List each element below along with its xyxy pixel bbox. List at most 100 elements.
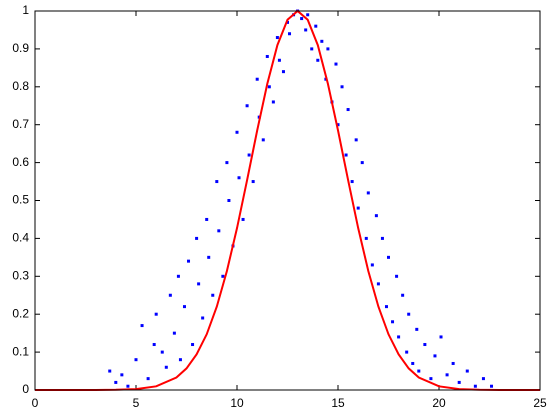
scatter-point xyxy=(401,293,405,297)
y-tick-label: 0.1 xyxy=(12,344,29,358)
scatter-point xyxy=(182,305,186,309)
scatter-point xyxy=(433,354,437,358)
scatter-point xyxy=(267,85,271,89)
scatter-point xyxy=(201,316,205,320)
scatter-point xyxy=(108,369,112,373)
scatter-point xyxy=(320,39,324,43)
scatter-point xyxy=(146,377,150,381)
scatter-point xyxy=(376,282,380,286)
y-tick-label: 0.3 xyxy=(12,268,29,282)
x-tick-label: 5 xyxy=(133,396,140,410)
scatter-point xyxy=(451,361,455,365)
scatter-point xyxy=(300,17,304,21)
y-tick-label: 0.5 xyxy=(12,193,29,207)
scatter-point xyxy=(197,282,201,286)
scatter-point xyxy=(411,361,415,365)
scatter-point xyxy=(465,369,469,373)
scatter-point xyxy=(160,350,164,354)
scatter-point xyxy=(370,263,374,267)
scatter-point xyxy=(217,229,221,233)
scatter-point xyxy=(344,153,348,157)
scatter-point xyxy=(154,312,158,316)
scatter-point xyxy=(457,380,461,384)
scatter-point xyxy=(356,206,360,210)
y-tick-label: 1 xyxy=(22,3,29,17)
scatter-point xyxy=(215,180,219,184)
scatter-point xyxy=(306,13,310,17)
scatter-point xyxy=(288,32,292,36)
scatter-point xyxy=(391,320,395,324)
scatter-point xyxy=(114,380,118,384)
curve xyxy=(35,9,540,391)
scatter-point xyxy=(417,369,421,373)
scatter-point xyxy=(178,358,182,362)
scatter-point xyxy=(310,47,314,51)
x-tick-label: 25 xyxy=(533,396,547,410)
plot-area xyxy=(35,11,540,390)
scatter-point xyxy=(380,236,384,240)
scatter-point xyxy=(255,77,259,81)
scatter-point xyxy=(261,138,265,142)
scatter-point xyxy=(225,161,229,165)
scatter-point xyxy=(346,108,350,112)
scatter-point xyxy=(245,104,249,108)
scatter-point xyxy=(265,54,269,58)
scatter-point xyxy=(360,161,364,165)
scatter-point xyxy=(445,373,449,377)
scatter-point xyxy=(152,343,156,347)
scatter-point xyxy=(187,259,191,263)
scatter-point xyxy=(275,36,279,40)
scatter-point xyxy=(334,62,338,66)
scatter-point xyxy=(281,70,285,74)
y-tick-label: 0.8 xyxy=(12,79,29,93)
x-tick-label: 15 xyxy=(331,396,345,410)
x-tick-label: 10 xyxy=(230,396,244,410)
scatter-point xyxy=(247,153,251,157)
scatter-point xyxy=(366,191,370,195)
axes-box xyxy=(34,10,541,391)
scatter-point xyxy=(316,58,320,62)
scatter-point xyxy=(140,324,144,328)
scatter-point xyxy=(126,384,130,388)
y-tick-label: 0.6 xyxy=(12,155,29,169)
scatter-point xyxy=(374,214,378,218)
scatter-point xyxy=(397,335,401,339)
scatter-point xyxy=(172,331,176,335)
scatter-point xyxy=(350,180,354,184)
scatter-point xyxy=(134,358,138,362)
scatter-point xyxy=(354,138,358,142)
scatter-point xyxy=(191,343,195,347)
scatter-point xyxy=(271,100,275,104)
y-tick-label: 0.9 xyxy=(12,41,29,55)
scatter-point xyxy=(211,293,215,297)
scatter-point xyxy=(251,180,255,184)
scatter-point xyxy=(387,255,390,259)
scatter-point xyxy=(241,217,245,221)
scatter-point xyxy=(314,24,318,28)
y-tick-label: 0 xyxy=(22,382,29,396)
scatter-point xyxy=(227,199,231,202)
x-tick-label: 0 xyxy=(32,396,39,410)
scatter-point xyxy=(490,384,494,388)
scatter-point xyxy=(304,28,308,32)
scatter-point xyxy=(405,350,409,354)
scatter-point xyxy=(415,327,419,331)
y-tick-label: 0.7 xyxy=(12,117,29,131)
scatter-point xyxy=(221,274,225,278)
scatter-point xyxy=(481,377,485,381)
scatter-point xyxy=(423,343,427,347)
scatter-point xyxy=(207,255,211,259)
scatter-point xyxy=(205,217,209,221)
scatter-point xyxy=(384,305,388,309)
y-tick-label: 0.2 xyxy=(12,306,29,320)
scatter-point xyxy=(326,47,330,51)
scatter-point xyxy=(364,236,368,240)
scatter-point xyxy=(340,85,344,89)
scatter-point xyxy=(429,377,433,381)
scatter-point xyxy=(439,335,443,339)
scatter-point xyxy=(235,130,239,134)
y-tick-label: 0.4 xyxy=(12,231,29,245)
scatter-point xyxy=(407,312,411,316)
scatter-point xyxy=(195,236,199,240)
